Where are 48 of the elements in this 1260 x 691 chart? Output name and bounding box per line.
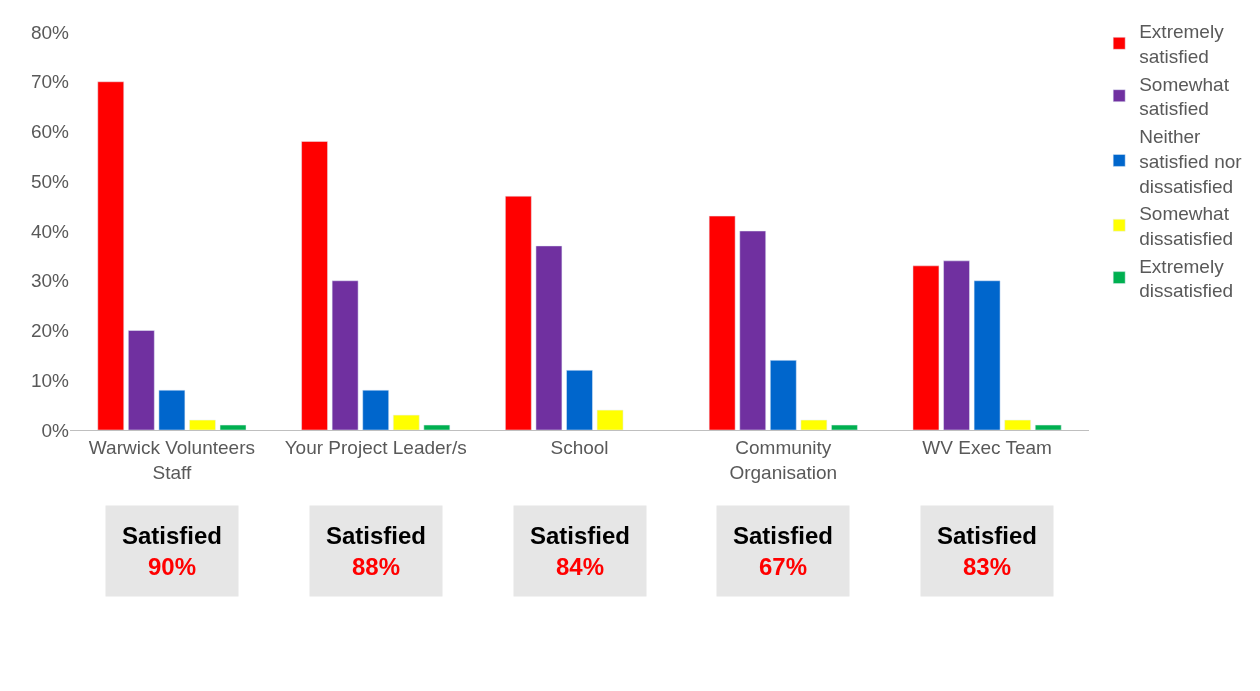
y-tick-label: 30%	[30, 270, 70, 292]
bar	[1035, 424, 1062, 430]
bar	[708, 215, 736, 430]
bar	[566, 370, 593, 430]
text: Satisfied 67%	[733, 522, 834, 581]
x-tick-label: WV Exec Team	[922, 436, 1052, 458]
legend-label: Extremely satisfied	[1139, 21, 1225, 68]
y-tick-label: 60%	[30, 121, 70, 143]
legend-label: Extremely dissatisfied	[1139, 255, 1234, 302]
bar	[973, 280, 1001, 430]
text: Satisfied 83%	[937, 522, 1038, 581]
bar	[505, 195, 532, 430]
x-tick-label: Community Organisation	[729, 436, 838, 483]
bar	[770, 360, 797, 430]
legend-label: Neither satisfied nor dissatisfied	[1139, 126, 1243, 197]
bar	[158, 389, 186, 430]
bar	[331, 280, 359, 430]
bar	[596, 409, 624, 430]
x-tick-label: School	[550, 436, 609, 458]
bar	[128, 330, 155, 430]
y-tick-label: 80%	[30, 21, 70, 43]
bar	[362, 389, 389, 430]
y-tick-label: 20%	[30, 320, 70, 342]
bar	[423, 424, 451, 430]
y-tick-label: 10%	[30, 369, 70, 391]
bar	[189, 419, 216, 430]
y-tick-label: 40%	[30, 220, 70, 242]
text: Satisfied 84%	[530, 522, 631, 581]
y-tick-label: 70%	[30, 71, 70, 93]
bar	[912, 265, 940, 430]
bar	[219, 424, 247, 430]
bar	[301, 141, 328, 430]
bar	[800, 419, 828, 430]
bar	[97, 81, 124, 430]
bar	[393, 414, 420, 430]
bar	[943, 260, 970, 430]
bar	[1004, 419, 1031, 430]
y-tick-label: 50%	[30, 170, 70, 192]
text: Satisfied 88%	[326, 522, 427, 581]
bar	[535, 245, 563, 430]
text: Satisfied 90%	[122, 522, 223, 581]
legend-label: Somewhat satisfied	[1139, 73, 1230, 120]
y-tick-label: 0%	[41, 419, 70, 441]
x-tick-label: Warwick Volunteers Staff	[88, 436, 255, 483]
legend-label: Somewhat dissatisfied	[1139, 203, 1234, 249]
bar	[739, 230, 766, 430]
bar	[831, 424, 858, 430]
x-tick-label: Your Project Leader/s	[284, 436, 467, 458]
